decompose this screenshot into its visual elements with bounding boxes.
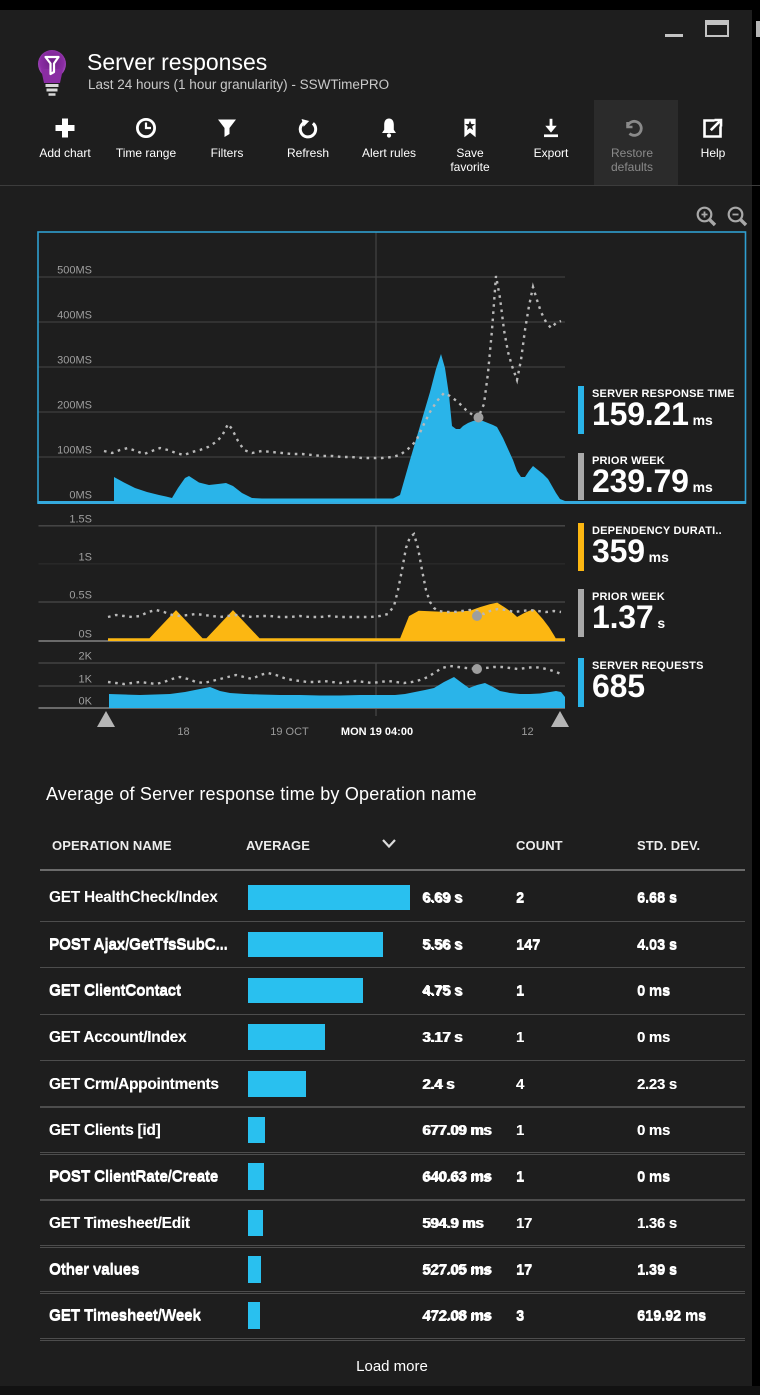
svg-text:18: 18 (177, 726, 189, 738)
svg-text:0S: 0S (79, 629, 92, 641)
svg-text:0.5S: 0.5S (69, 590, 92, 602)
svg-text:300MS: 300MS (57, 355, 92, 367)
svg-text:1S: 1S (79, 551, 92, 563)
svg-text:1.5S: 1.5S (69, 513, 92, 525)
svg-text:1K: 1K (79, 674, 93, 686)
svg-text:MON 19 04:00: MON 19 04:00 (341, 726, 413, 738)
svg-text:200MS: 200MS (57, 400, 92, 412)
svg-text:0MS: 0MS (69, 490, 92, 502)
svg-text:500MS: 500MS (57, 265, 92, 277)
svg-text:2K: 2K (79, 651, 93, 663)
svg-text:19 OCT: 19 OCT (270, 726, 309, 738)
svg-text:12: 12 (521, 726, 533, 738)
svg-text:400MS: 400MS (57, 310, 92, 322)
svg-text:100MS: 100MS (57, 445, 92, 457)
svg-text:0K: 0K (79, 696, 93, 708)
